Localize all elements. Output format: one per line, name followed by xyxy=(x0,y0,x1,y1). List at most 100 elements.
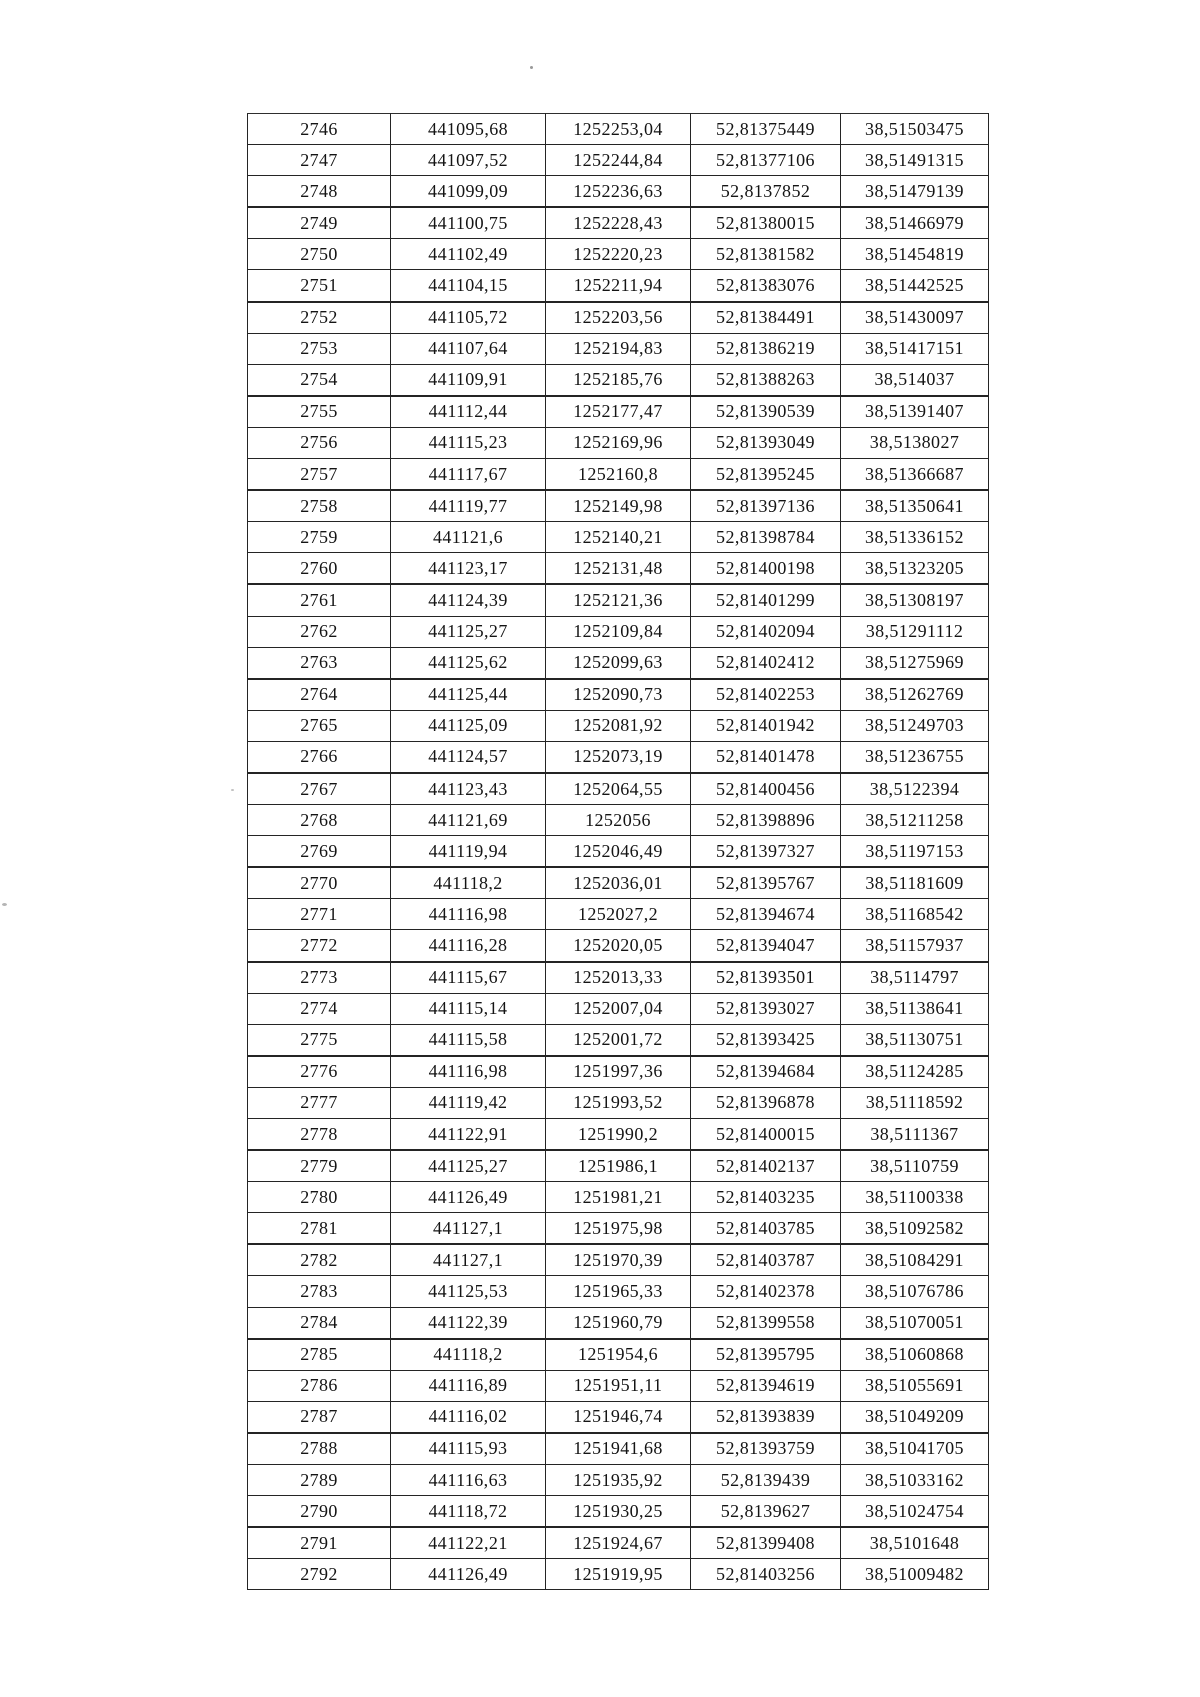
table-cell: 1252177,47 xyxy=(545,395,691,428)
table-cell: 52,81401299 xyxy=(690,583,841,617)
table-cell: 2781 xyxy=(247,1212,391,1246)
table-row: 2776 441116,98 1251997,36 52,81394684 38,511… xyxy=(247,1055,989,1088)
table-cell: 2759 xyxy=(247,521,391,554)
table-cell: 441122,39 xyxy=(390,1306,546,1340)
table-cell: 38,51124285 xyxy=(840,1055,989,1088)
table-cell: 2790 xyxy=(247,1495,391,1529)
table-cell: 52,81393425 xyxy=(690,1023,841,1057)
table-cell: 2757 xyxy=(247,458,391,492)
table-cell: 2754 xyxy=(247,363,391,397)
table-cell: 2777 xyxy=(247,1086,391,1120)
table-cell: 38,51130751 xyxy=(840,1023,989,1057)
table-cell: 2747 xyxy=(247,144,391,177)
table-row: 2785 441118,2 1251954,6 52,81395795 38,51060… xyxy=(247,1338,989,1371)
table-cell: 1251975,98 xyxy=(545,1212,691,1246)
table-cell: 52,81402094 xyxy=(690,615,841,648)
table-cell: 2780 xyxy=(247,1181,391,1214)
table-cell: 2755 xyxy=(247,395,391,428)
table-cell: 1251941,68 xyxy=(545,1432,691,1466)
table-cell: 52,81403787 xyxy=(690,1243,841,1277)
table-cell: 52,81381582 xyxy=(690,238,841,271)
table-cell: 2779 xyxy=(247,1149,391,1183)
table-cell: 1252109,84 xyxy=(545,615,691,648)
table-row: 2763 441125,62 1252099,63 52,81402412 38,512… xyxy=(247,646,989,680)
table-cell: 38,51366687 xyxy=(840,458,989,492)
table-cell: 38,51092582 xyxy=(840,1212,989,1246)
table-cell: 441115,67 xyxy=(390,961,546,994)
table-cell: 441119,42 xyxy=(390,1086,546,1120)
table-cell: 2776 xyxy=(247,1055,391,1088)
table-cell: 38,51157937 xyxy=(840,929,989,963)
table-cell: 1252220,23 xyxy=(545,238,691,271)
table-row: 2768 441121,69 1252056 52,81398896 38,512112… xyxy=(247,804,989,837)
table-row: 2786 441116,89 1251951,11 52,81394619 38,510… xyxy=(247,1369,989,1402)
table-cell: 1252149,98 xyxy=(545,489,691,523)
table-cell: 38,51291112 xyxy=(840,615,989,648)
table-cell: 441127,1 xyxy=(390,1243,546,1277)
table-cell: 38,51454819 xyxy=(840,238,989,271)
table-cell: 52,81394047 xyxy=(690,929,841,963)
table-cell: 441115,93 xyxy=(390,1432,546,1466)
table-row: 2746 441095,68 1252253,04 52,81375449 38,515… xyxy=(247,112,989,146)
table-cell: 2789 xyxy=(247,1464,391,1497)
table-cell: 1251981,21 xyxy=(545,1181,691,1214)
table-cell: 1251970,39 xyxy=(545,1243,691,1277)
table-row: 2770 441118,2 1252036,01 52,81395767 38,5118… xyxy=(247,866,989,900)
table-row: 2752 441105,72 1252203,56 52,81384491 38,514… xyxy=(247,301,989,334)
table-cell: 441116,89 xyxy=(390,1369,546,1402)
table-cell: 441104,15 xyxy=(390,269,546,303)
table-cell: 1251997,36 xyxy=(545,1055,691,1088)
table-cell: 38,5138027 xyxy=(840,426,989,460)
table-cell: 38,51479139 xyxy=(840,175,989,209)
table-cell: 1251960,79 xyxy=(545,1306,691,1340)
table-cell: 38,51236755 xyxy=(840,740,989,774)
table-cell: 38,51168542 xyxy=(840,898,989,931)
table-cell: 52,81401942 xyxy=(690,709,841,742)
table-cell: 1251924,67 xyxy=(545,1526,691,1560)
table-cell: 52,81397136 xyxy=(690,489,841,523)
table-cell: 52,81399558 xyxy=(690,1306,841,1340)
table-cell: 441126,49 xyxy=(390,1558,546,1591)
table-cell: 441095,68 xyxy=(390,112,546,146)
table-cell: 441116,63 xyxy=(390,1464,546,1497)
table-row: 2789 441116,63 1251935,92 52,8139439 38,5103… xyxy=(247,1464,989,1497)
table-cell: 1252036,01 xyxy=(545,866,691,900)
table-cell: 441118,2 xyxy=(390,1338,546,1371)
table-cell: 52,81394619 xyxy=(690,1369,841,1402)
table-cell: 38,51070051 xyxy=(840,1306,989,1340)
table-cell: 38,51076786 xyxy=(840,1275,989,1308)
table-cell: 2773 xyxy=(247,961,391,994)
table-cell: 38,51466979 xyxy=(840,206,989,240)
table-cell: 38,51041705 xyxy=(840,1432,989,1466)
table-cell: 441116,28 xyxy=(390,929,546,963)
table-cell: 2746 xyxy=(247,112,391,146)
table-cell: 52,8137852 xyxy=(690,175,841,209)
table-row: 2784 441122,39 1251960,79 52,81399558 38,510… xyxy=(247,1306,989,1340)
table-cell: 2783 xyxy=(247,1275,391,1308)
table-cell: 2763 xyxy=(247,646,391,680)
table-cell: 2791 xyxy=(247,1526,391,1560)
table-cell: 1252131,48 xyxy=(545,552,691,586)
table-cell: 441122,91 xyxy=(390,1118,546,1152)
table-cell: 1252020,05 xyxy=(545,929,691,963)
table-cell: 2764 xyxy=(247,678,391,711)
table-cell: 1252160,8 xyxy=(545,458,691,492)
table-cell: 38,51211258 xyxy=(840,804,989,837)
table-cell: 2765 xyxy=(247,709,391,742)
table-cell: 2751 xyxy=(247,269,391,303)
table-row: 2774 441115,14 1252007,04 52,81393027 38,511… xyxy=(247,992,989,1025)
table-cell: 52,81384491 xyxy=(690,301,841,334)
table-cell: 2756 xyxy=(247,426,391,460)
table-row: 2772 441116,28 1252020,05 52,81394047 38,511… xyxy=(247,929,989,963)
table-cell: 52,81400198 xyxy=(690,552,841,586)
table-cell: 52,81397327 xyxy=(690,835,841,869)
table-row: 2791 441122,21 1251924,67 52,81399408 38,510… xyxy=(247,1526,989,1560)
table-cell: 2766 xyxy=(247,740,391,774)
table-row: 2766 441124,57 1252073,19 52,81401478 38,512… xyxy=(247,740,989,774)
table-cell: 2760 xyxy=(247,552,391,586)
table-cell: 52,81377106 xyxy=(690,144,841,177)
table-cell: 52,81394684 xyxy=(690,1055,841,1088)
table-cell: 1252046,49 xyxy=(545,835,691,869)
table-cell: 441119,94 xyxy=(390,835,546,869)
table-cell: 441125,27 xyxy=(390,1149,546,1183)
